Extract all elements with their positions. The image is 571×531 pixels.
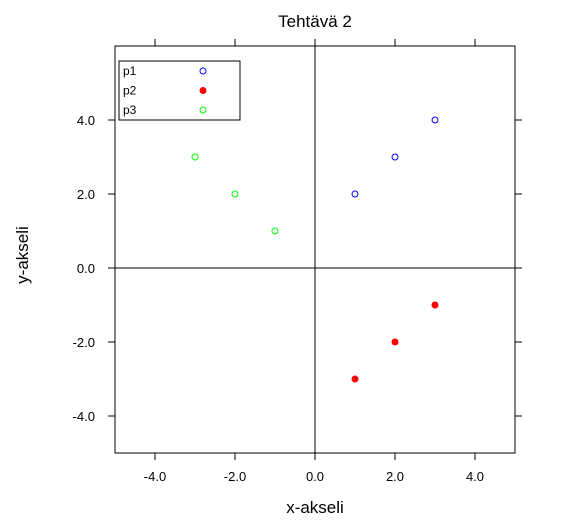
x-tick-label: 4.0 — [466, 469, 484, 484]
point-p3 — [191, 153, 199, 161]
point-p1 — [391, 153, 399, 161]
y-tick-label: -2.0 — [73, 335, 95, 350]
x-tick-label: 2.0 — [386, 469, 404, 484]
chart-title: Tehtävä 2 — [278, 12, 352, 31]
legend-marker-p3 — [199, 106, 207, 114]
y-tick-label: 2.0 — [77, 187, 95, 202]
legend-label-p3: p3 — [123, 103, 137, 117]
point-p2 — [351, 375, 359, 383]
x-tick-label: 0.0 — [306, 469, 324, 484]
point-p1 — [431, 116, 439, 124]
y-tick-label: 4.0 — [77, 113, 95, 128]
legend-label-p2: p2 — [123, 84, 137, 98]
y-tick-label: -4.0 — [73, 409, 95, 424]
point-p2 — [431, 301, 439, 309]
legend-marker-p2 — [199, 87, 207, 94]
legend-box — [118, 60, 241, 121]
axes-layer: -4.0 -2.0 0.0 2.0 4.0 -4.0 -2.0 0.0 2.0 4.0 — [73, 39, 522, 484]
x-tick-label: -2.0 — [224, 469, 246, 484]
point-p3 — [231, 190, 239, 198]
legend-marker-p1 — [199, 67, 207, 75]
x-tick-label: -4.0 — [144, 469, 166, 484]
legend: p1 p2 p3 — [118, 60, 241, 121]
point-p2 — [391, 338, 399, 346]
point-p1 — [351, 190, 359, 198]
x-axis-label: x-akseli — [286, 498, 344, 517]
y-axis-label: y-akseli — [13, 226, 32, 284]
legend-label-p1: p1 — [123, 64, 137, 78]
marks-layer — [191, 116, 439, 383]
point-p3 — [271, 227, 279, 235]
y-tick-label: 0.0 — [77, 261, 95, 276]
